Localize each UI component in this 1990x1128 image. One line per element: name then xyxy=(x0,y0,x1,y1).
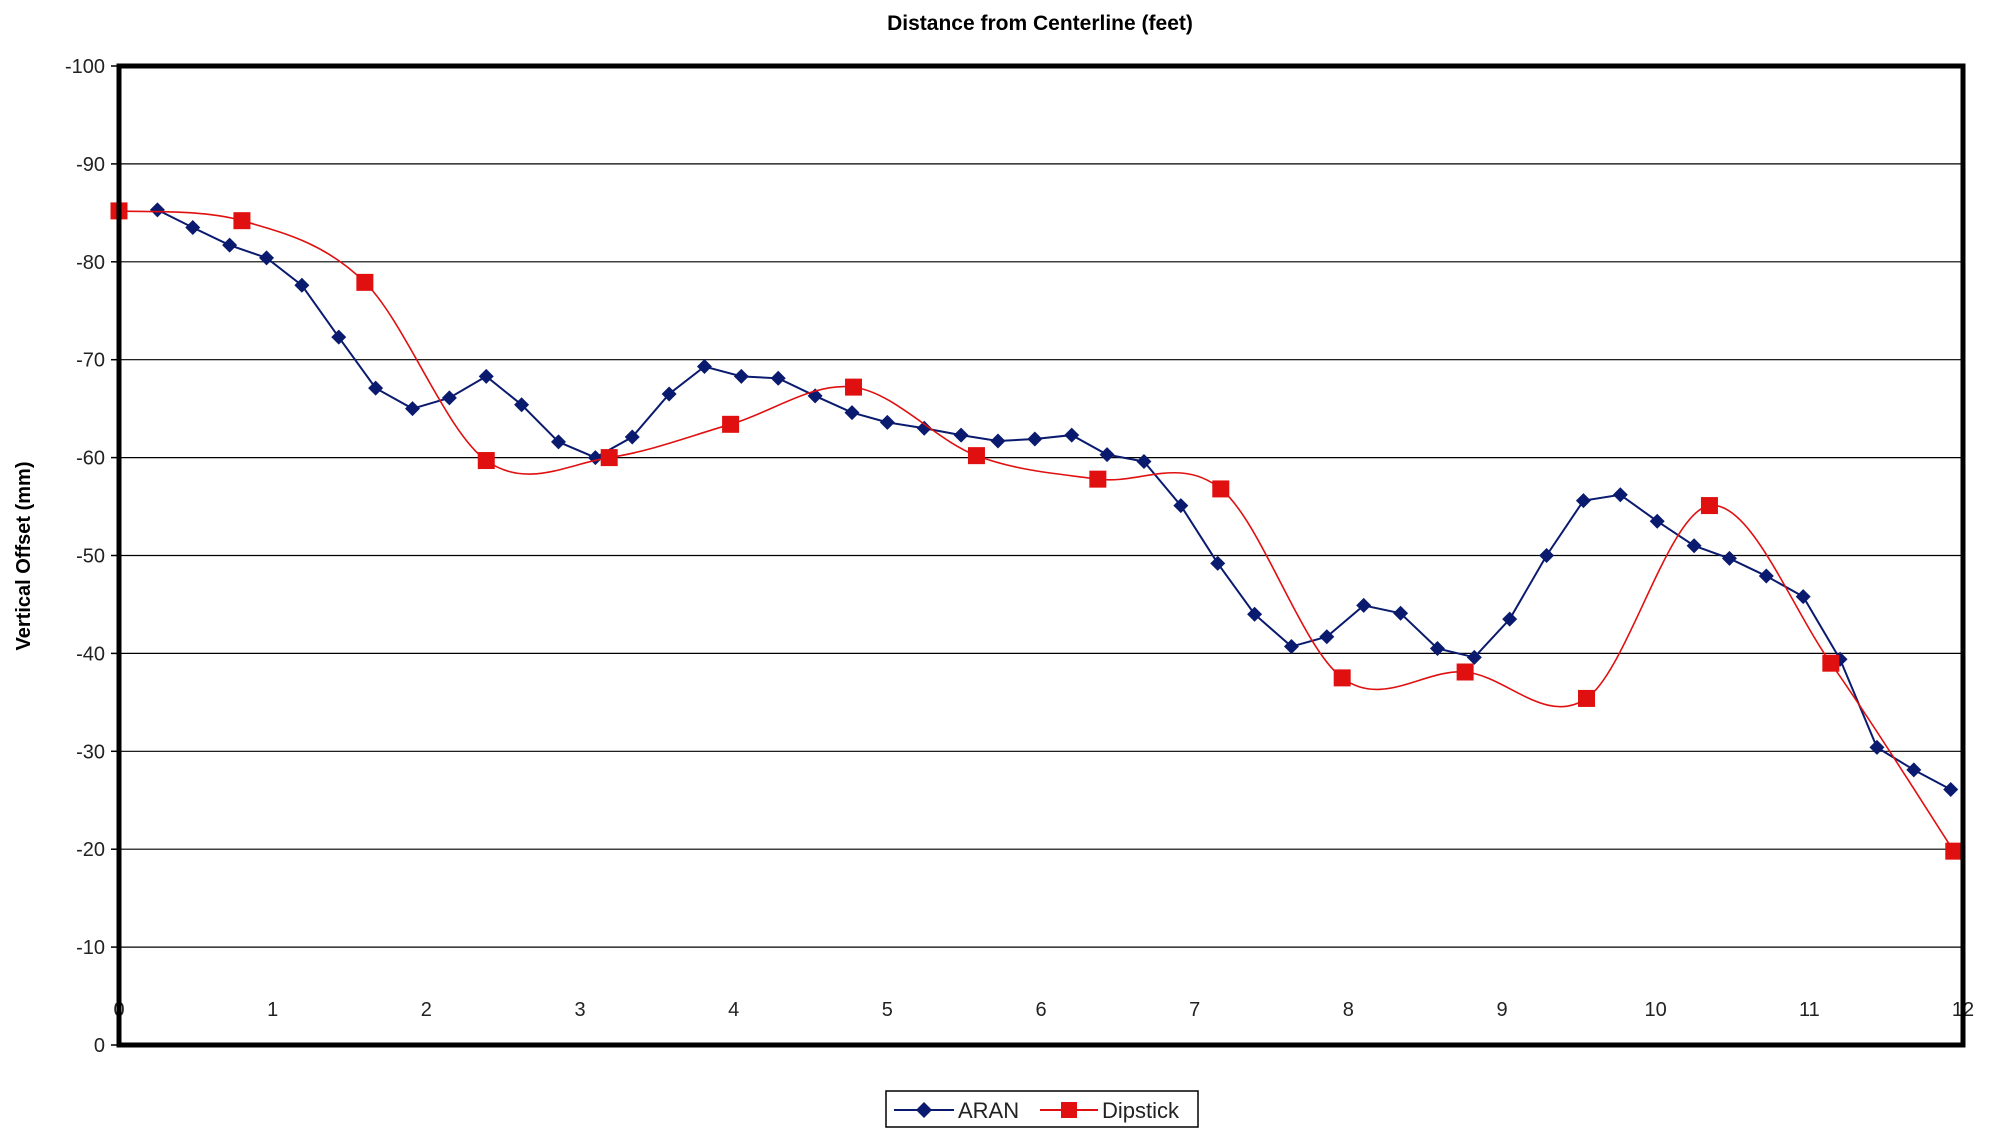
data-point-aran xyxy=(1502,611,1518,627)
y-tick-label: -90 xyxy=(76,154,105,176)
data-point-aran xyxy=(550,434,566,450)
x-tick-label: 8 xyxy=(1343,999,1354,1021)
data-point-aran xyxy=(1429,641,1445,657)
data-point-aran xyxy=(844,405,860,421)
data-point-aran xyxy=(990,433,1006,449)
x-tick-label: 4 xyxy=(728,999,739,1021)
data-point-dipstick xyxy=(1456,663,1474,681)
data-point-aran xyxy=(331,329,347,345)
data-point-aran xyxy=(185,220,201,236)
data-point-aran xyxy=(259,250,275,266)
data-point-aran xyxy=(1173,498,1189,514)
data-point-aran xyxy=(478,368,494,384)
data-point-aran xyxy=(1466,649,1482,665)
data-point-aran xyxy=(770,370,786,386)
data-point-aran xyxy=(916,420,932,436)
data-point-aran xyxy=(1247,606,1263,622)
data-point-dipstick xyxy=(1089,470,1107,488)
y-tick-label: -50 xyxy=(76,546,105,568)
series-layer xyxy=(110,202,1963,860)
data-point-dipstick xyxy=(1822,654,1840,672)
data-point-aran xyxy=(1721,550,1737,566)
x-tick-label: 1 xyxy=(267,999,278,1021)
series-aran-line xyxy=(156,209,1952,791)
x-tick-label: 5 xyxy=(882,999,893,1021)
y-tick-label: -30 xyxy=(76,741,105,763)
data-point-dipstick xyxy=(722,415,740,433)
data-point-aran xyxy=(953,427,969,443)
data-point-aran xyxy=(1064,427,1080,443)
data-point-aran xyxy=(1283,639,1299,655)
data-point-aran xyxy=(1906,762,1922,778)
data-point-aran xyxy=(733,368,749,384)
legend-dipstick-label: Dipstick xyxy=(1102,1098,1180,1123)
data-point-dipstick xyxy=(1700,497,1718,515)
data-point-aran xyxy=(1393,605,1409,621)
data-point-aran xyxy=(624,429,640,445)
legend: ARAN Dipstick xyxy=(885,1090,1199,1128)
y-tick-label: -20 xyxy=(76,839,105,861)
legend-aran-marker xyxy=(916,1102,932,1118)
data-point-aran xyxy=(1686,538,1702,554)
x-tick-label: 7 xyxy=(1189,999,1200,1021)
x-tick-label: 2 xyxy=(421,999,432,1021)
data-point-dipstick xyxy=(600,449,618,467)
data-point-aran xyxy=(696,359,712,375)
legend-dipstick-marker xyxy=(1061,1102,1077,1118)
series-dipstick-line xyxy=(118,210,1955,852)
data-point-aran xyxy=(879,414,895,430)
data-point-aran xyxy=(1795,589,1811,605)
chart-title: Distance from Centerline (feet) xyxy=(887,12,1193,35)
data-point-aran xyxy=(514,397,530,413)
x-tick-label: 3 xyxy=(574,999,585,1021)
data-point-aran xyxy=(405,401,421,417)
data-point-aran xyxy=(1539,548,1555,563)
data-point-aran xyxy=(1869,739,1885,755)
x-tick-label: 9 xyxy=(1496,999,1507,1021)
x-tick-label: 11 xyxy=(1799,999,1820,1021)
data-point-aran xyxy=(587,450,603,466)
data-point-dipstick xyxy=(1945,842,1963,860)
y-tick-label: -60 xyxy=(76,448,105,470)
data-point-aran xyxy=(1758,568,1774,584)
y-tick-label: -10 xyxy=(76,937,105,959)
data-point-aran xyxy=(1649,513,1665,529)
data-point-dipstick xyxy=(967,447,985,465)
data-point-dipstick xyxy=(477,452,495,470)
y-tick-label: -70 xyxy=(76,350,105,372)
data-point-aran xyxy=(1099,447,1115,463)
data-point-dipstick xyxy=(1212,480,1230,498)
y-tick-label: -80 xyxy=(76,252,105,274)
x-tick-label: 10 xyxy=(1645,999,1667,1021)
plot-frame xyxy=(116,63,1966,1048)
data-point-aran xyxy=(294,277,310,293)
gridlines xyxy=(111,65,1963,1046)
data-point-aran xyxy=(1575,493,1591,509)
data-point-dipstick xyxy=(356,273,374,291)
data-point-aran xyxy=(222,237,238,253)
data-point-aran xyxy=(1136,454,1152,470)
data-point-dipstick xyxy=(233,212,251,230)
y-tick-label: -100 xyxy=(65,56,105,78)
y-axis-label: Vertical Offset (mm) xyxy=(13,462,35,651)
data-point-aran xyxy=(368,380,384,396)
data-point-aran xyxy=(1319,629,1335,645)
data-point-aran xyxy=(1943,781,1959,797)
y-tick-label: 0 xyxy=(94,1035,105,1057)
data-point-aran xyxy=(1210,555,1226,571)
data-point-dipstick xyxy=(845,378,863,396)
data-point-aran xyxy=(1027,431,1043,447)
x-tick-label: 6 xyxy=(1035,999,1046,1021)
data-point-dipstick xyxy=(1578,689,1596,707)
data-point-aran xyxy=(1612,487,1628,503)
legend-aran-label: ARAN xyxy=(958,1098,1019,1123)
data-point-aran xyxy=(149,202,165,218)
y-tick-label: -40 xyxy=(76,643,105,665)
data-point-dipstick xyxy=(1333,669,1351,687)
data-point-aran xyxy=(1356,597,1372,613)
data-point-aran xyxy=(661,386,677,402)
data-point-aran xyxy=(441,390,457,406)
